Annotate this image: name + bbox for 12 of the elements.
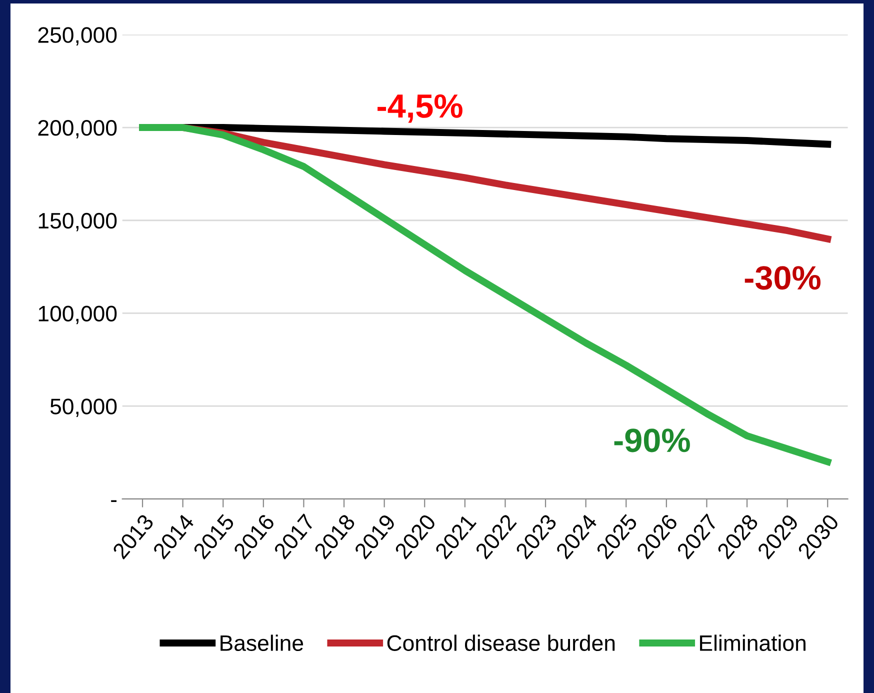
y-tick-label: - <box>111 500 117 502</box>
annotation: -90% <box>614 428 690 452</box>
annotation: -4,5% <box>378 94 462 123</box>
legend-label: Baseline <box>220 634 304 652</box>
y-tick-label: 250,000 <box>38 27 117 46</box>
annotation: -30% <box>744 266 821 290</box>
legend-label: Control disease burden <box>387 634 615 652</box>
y-tick-label: 100,000 <box>38 306 117 324</box>
y-tick-label: 50,000 <box>50 398 117 417</box>
legend-label: Elimination <box>700 634 806 652</box>
y-tick-label: 200,000 <box>38 120 117 138</box>
y-tick-label: 150,000 <box>38 212 117 232</box>
